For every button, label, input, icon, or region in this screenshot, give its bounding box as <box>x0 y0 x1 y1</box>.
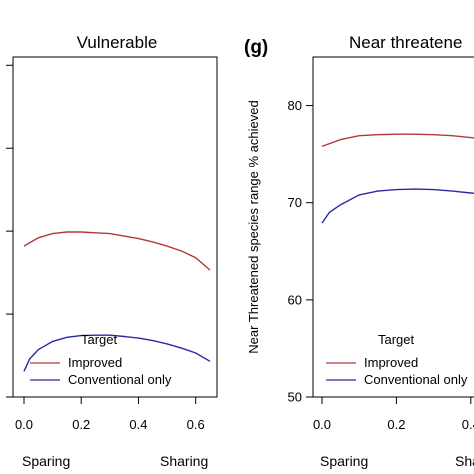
x-end-label-sharing: Sharing <box>455 453 474 469</box>
legend-label-conventional: Conventional only <box>68 372 172 387</box>
y-tick-label: 70 <box>288 195 302 210</box>
x-tick-label: 0.6 <box>187 417 205 432</box>
legend-title: Target <box>378 332 415 347</box>
y-axis <box>6 64 13 398</box>
x-axis: 0.0 0.2 0.4 0.6 <box>15 397 205 432</box>
x-end-label-sparing: Sparing <box>22 453 70 469</box>
chart-panel-vulnerable: Vulnerable 0.0 0.2 0.4 0.6 Target Improved … <box>6 33 218 469</box>
legend-label-conventional: Conventional only <box>364 372 468 387</box>
panel-title: Vulnerable <box>77 33 158 52</box>
legend: Target Improved Conventional only <box>326 332 468 387</box>
legend-label-improved: Improved <box>364 355 418 370</box>
y-tick-label: 60 <box>288 292 302 307</box>
plot-frame <box>12 56 218 398</box>
x-axis: 0.0 0.2 0.4 <box>313 397 474 432</box>
y-axis-label: Near Threatened species range % achieved <box>246 100 261 353</box>
x-tick-label: 0.2 <box>72 417 90 432</box>
y-tick-label: 50 <box>288 390 302 405</box>
plot-frame <box>312 56 474 398</box>
y-tick-label: 80 <box>288 98 302 113</box>
x-end-label-sparing: Sparing <box>320 453 368 469</box>
series-lines <box>23 231 211 372</box>
x-end-label-sharing: Sharing <box>160 453 208 469</box>
panel-title: Near threatene <box>349 33 462 52</box>
y-axis: 50 60 70 80 <box>288 98 313 405</box>
x-tick-label: 0.2 <box>387 417 405 432</box>
series-line-conventional-only <box>321 188 474 224</box>
series-line-improved <box>321 133 474 148</box>
legend: Target Improved Conventional only <box>30 332 172 387</box>
x-tick-label: 0.0 <box>15 417 33 432</box>
series-line-improved <box>23 231 211 271</box>
x-tick-label: 0.4 <box>462 417 474 432</box>
panel-letter: (g) <box>244 37 268 58</box>
legend-title: Target <box>81 332 118 347</box>
legend-label-improved: Improved <box>68 355 122 370</box>
x-tick-label: 0.0 <box>313 417 331 432</box>
x-tick-label: 0.4 <box>129 417 147 432</box>
series-lines <box>321 133 474 224</box>
chart-panel-near-threatened: (g) Near threatene Near Threatened speci… <box>244 33 474 469</box>
series-line-conventional-only <box>23 334 211 372</box>
